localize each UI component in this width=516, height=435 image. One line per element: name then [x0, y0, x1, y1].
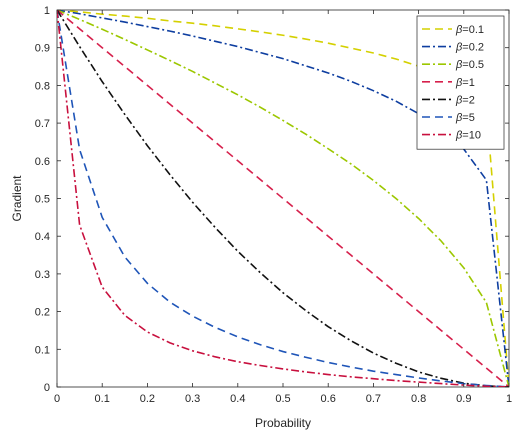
- series-line-beta-10: [57, 10, 509, 387]
- beta-symbol: β: [455, 130, 463, 142]
- x-tick-label: 0.3: [185, 393, 200, 405]
- y-tick-label: 1: [44, 5, 50, 17]
- series-line-beta-1: [57, 10, 509, 387]
- legend-label-text: =1: [462, 77, 475, 89]
- legend-label-text: =0.5: [462, 59, 484, 71]
- y-tick-label: 0.1: [35, 344, 50, 356]
- beta-symbol: β: [455, 59, 463, 71]
- x-tick-label: 1: [506, 393, 512, 405]
- y-tick-label: 0.9: [35, 43, 50, 55]
- x-axis-title: Probability: [255, 416, 311, 430]
- legend-label-beta-0.2: β=0.2: [455, 42, 484, 54]
- y-tick-label: 0.2: [35, 307, 50, 319]
- legend-label-text: =10: [462, 130, 481, 142]
- legend-box: [416, 15, 505, 150]
- x-tick-label: 0.7: [366, 393, 381, 405]
- y-tick-label: 0.4: [35, 231, 50, 243]
- y-tick-label: 0.5: [35, 194, 50, 206]
- x-tick-label: 0.9: [456, 393, 471, 405]
- x-tick-label: 0.8: [411, 393, 426, 405]
- beta-symbol: β: [455, 77, 463, 89]
- x-tick-label: 0.6: [321, 393, 336, 405]
- legend-label-beta-1: β=1: [455, 77, 475, 89]
- legend-label-beta-10: β=10: [455, 130, 481, 142]
- beta-symbol: β: [455, 24, 463, 36]
- legend-label-text: =2: [462, 94, 475, 106]
- legend-label-beta-0.1: β=0.1: [455, 24, 484, 36]
- series-line-beta-5: [57, 10, 509, 387]
- x-tick-label: 0.4: [230, 393, 245, 405]
- x-tick-label: 0.2: [140, 393, 155, 405]
- y-axis-title: Gradient: [10, 175, 24, 222]
- beta-symbol: β: [455, 94, 463, 106]
- y-tick-label: 0.8: [35, 80, 50, 92]
- y-tick-label: 0.6: [35, 156, 50, 168]
- x-tick-label: 0.1: [95, 393, 110, 405]
- series-line-beta-0.5: [57, 10, 509, 387]
- legend: β=0.1β=0.2β=0.5β=1β=2β=5β=10: [416, 15, 505, 150]
- legend-label-text: =0.1: [462, 24, 484, 36]
- legend-label-beta-2: β=2: [455, 94, 475, 106]
- legend-label-beta-5: β=5: [455, 112, 475, 124]
- tick-layer: 0 0.1 0.2 0.3 0.4 0.5 0.6 0.7 0.8 0.9 1 0 0.1 0.2 0.3 0…: [35, 5, 512, 405]
- x-tick-label: 0.5: [275, 393, 290, 405]
- x-tick-label: 0: [54, 393, 60, 405]
- y-tick-label: 0.7: [35, 118, 50, 130]
- beta-symbol: β: [455, 42, 463, 54]
- legend-label-text: =5: [462, 112, 475, 124]
- series-line-beta-2: [57, 10, 509, 387]
- y-tick-label: 0: [44, 382, 50, 394]
- legend-label-beta-0.5: β=0.5: [455, 59, 484, 71]
- beta-symbol: β: [455, 112, 463, 124]
- legend-label-text: =0.2: [462, 42, 484, 54]
- y-tick-label: 0.3: [35, 269, 50, 281]
